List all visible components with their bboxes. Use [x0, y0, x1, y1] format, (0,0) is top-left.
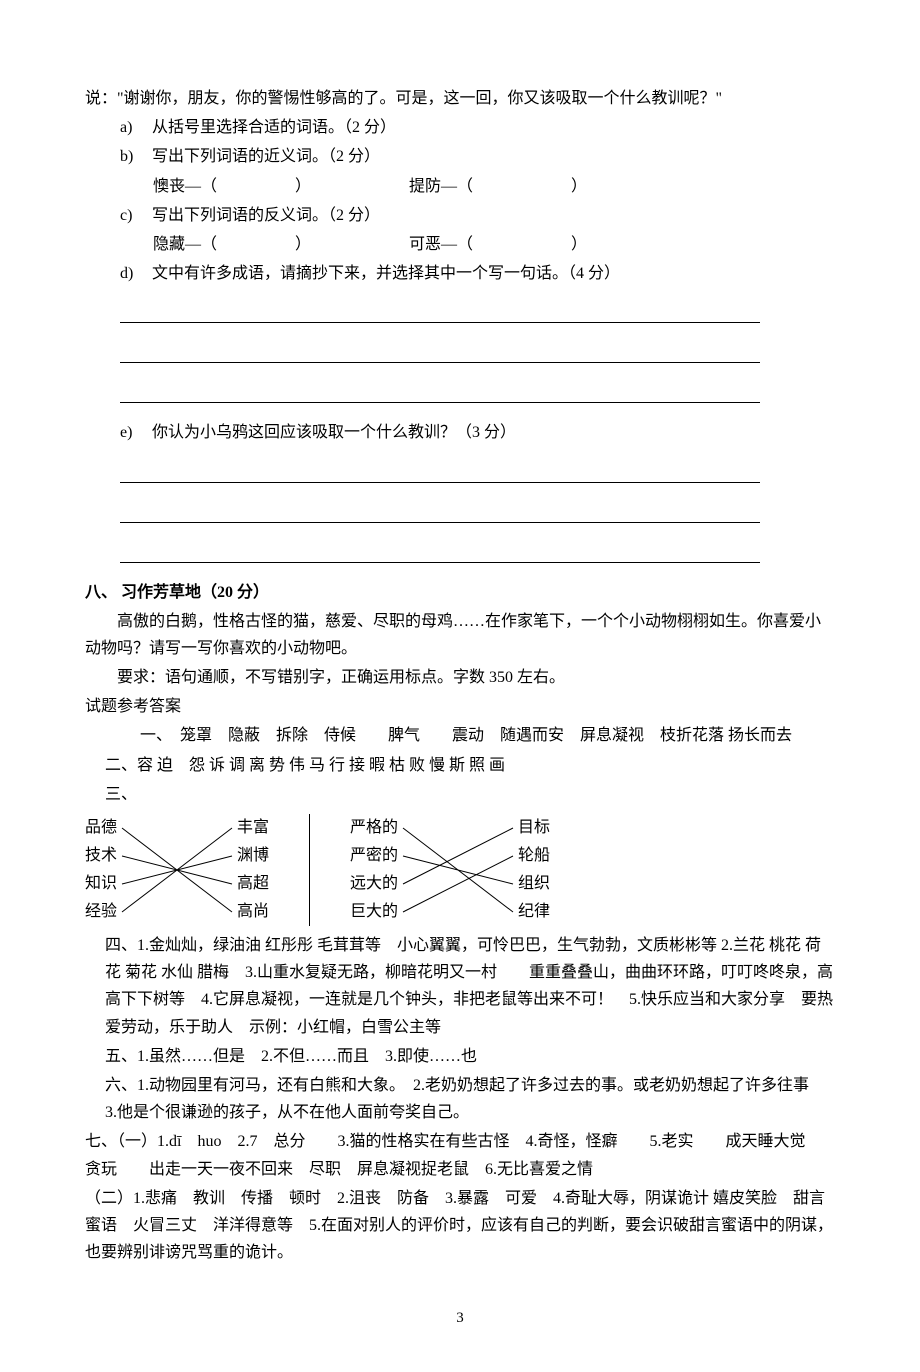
ml1-0: 品德 [85, 814, 117, 842]
mr1-3: 巨大的 [350, 898, 398, 926]
mr2-2: 组织 [518, 870, 550, 898]
mr1-2: 远大的 [350, 870, 398, 898]
answer-7: 七、（一）1.dī huo 2.7 总分 3.猫的性格实在有些古怪 4.奇怪，怪… [85, 1128, 835, 1182]
intro-text: 说："谢谢你，朋友，你的警惕性够高的了。可是，这一回，你又该吸取一个什么教训呢？… [85, 85, 835, 112]
question-d-text: 文中有许多成语，请摘抄下来，并选择其中一个写一句话。（4 分） [152, 265, 620, 282]
question-b-text: 写出下列词语的近义词。（2 分） [152, 148, 380, 165]
c-pair1-right: ） [295, 236, 311, 253]
match-left-col1: 品德 技术 知识 经验 [85, 814, 117, 926]
c-pair1-left: 隐藏—（ [153, 236, 217, 253]
answer-2: 二、容 迫 怨 诉 调 离 势 伟 马 行 接 暇 枯 败 慢 斯 照 画 [85, 752, 835, 779]
answer-5: 五、1.虽然……但是 2.不但……而且 3.即使……也 [85, 1043, 835, 1070]
c-pair2-left: 可恶—（ [409, 236, 473, 253]
question-e: e) 你认为小乌鸦这回应该吸取一个什么教训？（3 分） [85, 419, 835, 446]
ml2-2: 高超 [237, 870, 269, 898]
d-line2 [120, 339, 760, 363]
ml1-3: 经验 [85, 898, 117, 926]
question-d: d) 文中有许多成语，请摘抄下来，并选择其中一个写一句话。（4 分） [85, 260, 835, 287]
ml1-2: 知识 [85, 870, 117, 898]
marker-d: d) [120, 260, 148, 287]
e-line3 [120, 539, 760, 563]
mr2-3: 纪律 [518, 898, 550, 926]
match-right-col1: 严格的 严密的 远大的 巨大的 [350, 814, 398, 926]
ml2-0: 丰富 [237, 814, 269, 842]
question-c-blanks: 隐藏—（ ） 可恶—（ ） [85, 231, 835, 258]
d-line3 [120, 379, 760, 403]
question-b-blanks: 懊丧—（ ） 提防—（ ） [85, 173, 835, 200]
mr2-0: 目标 [518, 814, 550, 842]
answer-6: 六、1.动物园里有河马，还有白熊和大象。 2.老奶奶想起了许多过去的事。或老奶奶… [85, 1072, 835, 1126]
mr1-0: 严格的 [350, 814, 398, 842]
section8-p1: 高傲的白鹅，性格古怪的猫，慈爱、尽职的母鸡……在作家笔下，一个个小动物栩栩如生。… [85, 608, 835, 662]
question-e-text: 你认为小乌鸦这回应该吸取一个什么教训？（3 分） [152, 424, 516, 441]
page-number: 3 [85, 1306, 835, 1332]
ml2-3: 高尚 [237, 898, 269, 926]
match-divider [309, 814, 310, 926]
b-pair2-right: ） [571, 178, 587, 195]
c-pair2-right: ） [571, 236, 587, 253]
question-c: c) 写出下列词语的反义词。（2 分） [85, 202, 835, 229]
ml2-1: 渊博 [237, 842, 269, 870]
match-right-col2: 目标 轮船 组织 纪律 [518, 814, 550, 926]
match-left-lines [117, 814, 237, 926]
question-b: b) 写出下列词语的近义词。（2 分） [85, 143, 835, 170]
b-pair1-right: ） [295, 178, 311, 195]
match-left-group: 品德 技术 知识 经验 丰富 渊博 高超 高尚 [85, 814, 269, 926]
e-line1 [120, 459, 760, 483]
mr1-1: 严密的 [350, 842, 398, 870]
ml1-1: 技术 [85, 842, 117, 870]
answer-7b: （二）1.悲痛 教训 传播 顿时 2.沮丧 防备 3.暴露 可爱 4.奇耻大辱，… [85, 1185, 835, 1267]
question-a: a) 从括号里选择合适的词语。（2 分） [85, 114, 835, 141]
marker-a: a) [120, 114, 148, 141]
d-line1 [120, 299, 760, 323]
match-left-col2: 丰富 渊博 高超 高尚 [237, 814, 269, 926]
marker-c: c) [120, 202, 148, 229]
question-c-text: 写出下列词语的反义词。（2 分） [152, 207, 380, 224]
b-pair2-left: 提防—（ [409, 178, 473, 195]
marker-e: e) [120, 419, 148, 446]
answer-1: 一、 笼罩 隐蔽 拆除 侍候 脾气 震动 随遇而安 屏息凝视 枝折花落 扬长而去 [85, 722, 835, 749]
section8-p2: 要求：语句通顺，不写错别字，正确运用标点。字数 350 左右。 [85, 664, 835, 691]
e-line2 [120, 499, 760, 523]
b-pair1-left: 懊丧—（ [153, 178, 217, 195]
match-right-group: 严格的 严密的 远大的 巨大的 目标 轮船 组织 纪律 [350, 814, 550, 926]
question-a-text: 从括号里选择合适的词语。（2 分） [152, 119, 396, 136]
answer-4: 四、1.金灿灿，绿油油 红彤彤 毛茸茸等 小心翼翼，可怜巴巴，生气勃勃，文质彬彬… [85, 932, 835, 1041]
mr2-1: 轮船 [518, 842, 550, 870]
section8-title: 八、 习作芳草地（20 分） [85, 579, 835, 606]
match-diagram: 品德 技术 知识 经验 丰富 渊博 高超 高尚 严格的 严密的 远大的 巨大的 [85, 814, 835, 926]
match-right-lines [398, 814, 518, 926]
answer-3-label: 三、 [85, 781, 835, 808]
answers-header: 试题参考答案 [85, 693, 835, 720]
marker-b: b) [120, 143, 148, 170]
